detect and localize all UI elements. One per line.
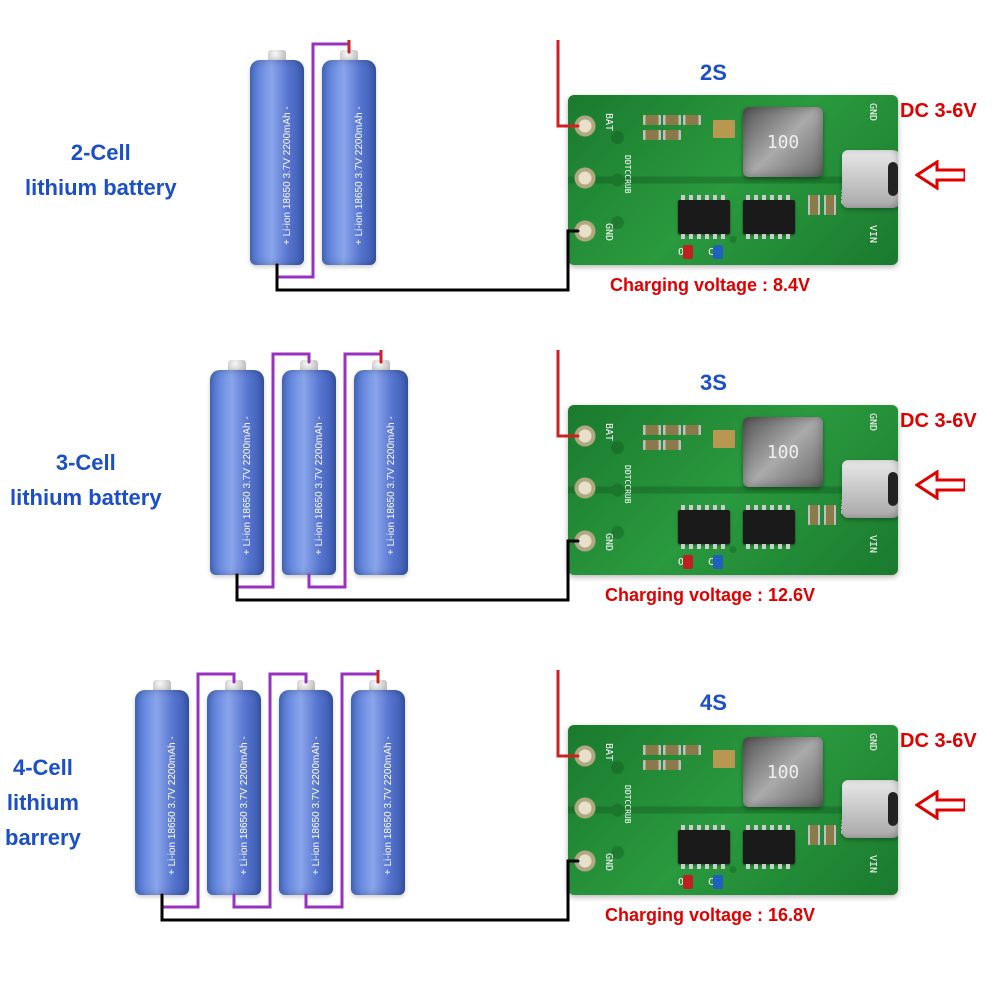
battery-label: + Li-ion 18650 3.7V 2200mAh -	[167, 695, 178, 875]
led-ok	[683, 245, 693, 259]
battery-label: + Li-ion 18650 3.7V 2200mAh -	[239, 695, 250, 875]
series-config-label: 4S	[700, 690, 727, 716]
battery: + Li-ion 18650 3.7V 2200mAh -	[282, 360, 336, 575]
charger-board: BAT GND DDTCCRUB OK CR VIN GND RCS 100	[568, 95, 898, 265]
ic-chip	[678, 200, 730, 234]
battery: + Li-ion 18650 3.7V 2200mAh -	[135, 680, 189, 895]
pad-mid	[574, 477, 596, 499]
charging-voltage-label: Charging voltage : 12.6V	[605, 585, 815, 606]
battery: + Li-ion 18650 3.7V 2200mAh -	[210, 360, 264, 575]
battery-label: + Li-ion 18650 3.7V 2200mAh -	[386, 375, 397, 555]
pad-mid	[574, 797, 596, 819]
silk-model: DDTCCRUB	[623, 155, 632, 194]
ic-chip	[743, 830, 795, 864]
battery: + Li-ion 18650 3.7V 2200mAh -	[322, 50, 376, 265]
ic-chip	[678, 830, 730, 864]
pad-mid	[574, 167, 596, 189]
silk-vin: VIN	[867, 225, 878, 243]
config-description: 3-Celllithium battery	[10, 445, 162, 515]
silk-gnd2: GND	[867, 103, 878, 121]
silk-gnd: GND	[603, 533, 614, 551]
battery-label: + Li-ion 18650 3.7V 2200mAh -	[354, 65, 365, 245]
led-cr	[713, 245, 723, 259]
inductor: 100	[743, 107, 823, 177]
inductor: 100	[743, 417, 823, 487]
input-voltage-label: DC 3-6V	[900, 100, 977, 123]
charging-voltage-label: Charging voltage : 8.4V	[610, 275, 810, 296]
usb-c-port	[842, 780, 898, 838]
led-ok	[683, 875, 693, 889]
series-config-label: 3S	[700, 370, 727, 396]
ic-chip	[743, 510, 795, 544]
battery-label: + Li-ion 18650 3.7V 2200mAh -	[282, 65, 293, 245]
input-arrow-icon	[915, 790, 965, 820]
silk-gnd2: GND	[867, 733, 878, 751]
silk-gnd2: GND	[867, 413, 878, 431]
silk-bat: BAT	[603, 423, 614, 441]
battery: + Li-ion 18650 3.7V 2200mAh -	[279, 680, 333, 895]
silk-gnd: GND	[603, 223, 614, 241]
battery: + Li-ion 18650 3.7V 2200mAh -	[250, 50, 304, 265]
input-voltage-label: DC 3-6V	[900, 730, 977, 753]
charger-board: BAT GND DDTCCRUB OK CR VIN GND RCS 100	[568, 405, 898, 575]
silk-vin: VIN	[867, 535, 878, 553]
battery-label: + Li-ion 18650 3.7V 2200mAh -	[383, 695, 394, 875]
pad-gnd	[574, 220, 596, 242]
usb-c-port	[842, 460, 898, 518]
input-arrow-icon	[915, 470, 965, 500]
pad-gnd	[574, 850, 596, 872]
led-ok	[683, 555, 693, 569]
silk-bat: BAT	[603, 113, 614, 131]
battery-label: + Li-ion 18650 3.7V 2200mAh -	[242, 375, 253, 555]
battery: + Li-ion 18650 3.7V 2200mAh -	[207, 680, 261, 895]
usb-c-port	[842, 150, 898, 208]
silk-model: DDTCCRUB	[623, 465, 632, 504]
led-cr	[713, 875, 723, 889]
charging-voltage-label: Charging voltage : 16.8V	[605, 905, 815, 926]
pad-bat	[574, 115, 596, 137]
silk-model: DDTCCRUB	[623, 785, 632, 824]
battery: + Li-ion 18650 3.7V 2200mAh -	[351, 680, 405, 895]
led-cr	[713, 555, 723, 569]
silk-vin: VIN	[867, 855, 878, 873]
battery-label: + Li-ion 18650 3.7V 2200mAh -	[311, 695, 322, 875]
input-arrow-icon	[915, 160, 965, 190]
charger-board: BAT GND DDTCCRUB OK CR VIN GND RCS 100	[568, 725, 898, 895]
config-description: 4-Celllithiumbarrery	[5, 750, 81, 856]
pad-bat	[574, 745, 596, 767]
pad-gnd	[574, 530, 596, 552]
input-voltage-label: DC 3-6V	[900, 410, 977, 433]
ic-chip	[743, 200, 795, 234]
battery-label: + Li-ion 18650 3.7V 2200mAh -	[314, 375, 325, 555]
battery: + Li-ion 18650 3.7V 2200mAh -	[354, 360, 408, 575]
series-config-label: 2S	[700, 60, 727, 86]
config-description: 2-Celllithium battery	[25, 135, 177, 205]
ic-chip	[678, 510, 730, 544]
silk-bat: BAT	[603, 743, 614, 761]
silk-gnd: GND	[603, 853, 614, 871]
inductor: 100	[743, 737, 823, 807]
pad-bat	[574, 425, 596, 447]
